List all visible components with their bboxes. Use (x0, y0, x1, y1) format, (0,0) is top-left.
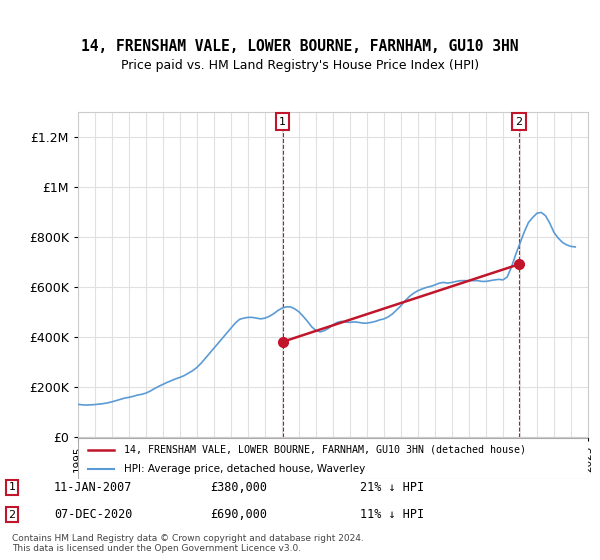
Text: Contains HM Land Registry data © Crown copyright and database right 2024.
This d: Contains HM Land Registry data © Crown c… (12, 534, 364, 553)
FancyBboxPatch shape (78, 438, 588, 479)
Text: 1: 1 (279, 116, 286, 127)
Text: 07-DEC-2020: 07-DEC-2020 (54, 508, 133, 521)
Text: Price paid vs. HM Land Registry's House Price Index (HPI): Price paid vs. HM Land Registry's House … (121, 59, 479, 72)
Text: 2: 2 (515, 116, 522, 127)
Text: 1: 1 (8, 482, 16, 492)
Text: 14, FRENSHAM VALE, LOWER BOURNE, FARNHAM, GU10 3HN: 14, FRENSHAM VALE, LOWER BOURNE, FARNHAM… (81, 39, 519, 54)
Text: 11-JAN-2007: 11-JAN-2007 (54, 481, 133, 494)
Text: 11% ↓ HPI: 11% ↓ HPI (360, 508, 424, 521)
Text: 21% ↓ HPI: 21% ↓ HPI (360, 481, 424, 494)
Text: HPI: Average price, detached house, Waverley: HPI: Average price, detached house, Wave… (124, 464, 365, 474)
Text: £380,000: £380,000 (210, 481, 267, 494)
Text: 14, FRENSHAM VALE, LOWER BOURNE, FARNHAM, GU10 3HN (detached house): 14, FRENSHAM VALE, LOWER BOURNE, FARNHAM… (124, 445, 526, 455)
Text: 2: 2 (8, 510, 16, 520)
Text: £690,000: £690,000 (210, 508, 267, 521)
